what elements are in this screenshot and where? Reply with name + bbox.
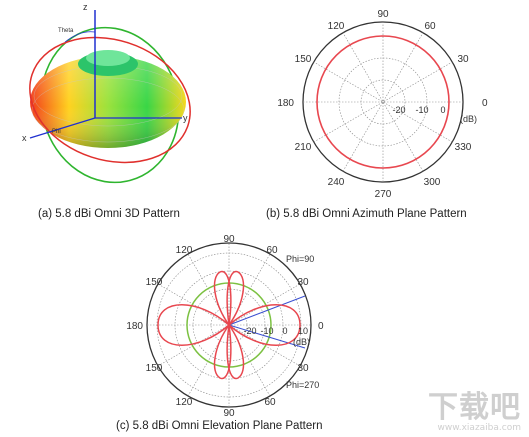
watermark-main: 下载吧 [428, 390, 521, 425]
watermark: 下载吧 www.xiazaiba.com [428, 390, 521, 434]
elevation-label-30-top: 30 [297, 277, 309, 288]
azimuth-label-210: 210 [295, 142, 312, 153]
y-axis-label: y [183, 113, 188, 123]
phi-label: Phi [52, 129, 61, 135]
x-axis-label: x [22, 133, 27, 143]
elevation-phi-bottom-label: Phi=270 [286, 380, 319, 390]
elevation-unit-label: (dB) [293, 337, 310, 347]
azimuth-label-270: 270 [375, 189, 392, 200]
elevation-pattern-curve [157, 270, 301, 380]
azimuth-label-150: 150 [295, 54, 312, 65]
azimuth-label-120: 120 [328, 21, 345, 32]
azimuth-label-330: 330 [455, 142, 472, 153]
elevation-label-150-bottom: 150 [146, 363, 163, 374]
torus-hub-top [86, 50, 130, 66]
elevation-radial-label-10: 10 [298, 326, 308, 336]
elevation-beam-line-lower [228, 324, 306, 349]
elevation-radial-label-neg10: -10 [260, 326, 273, 336]
azimuth-label-60: 60 [424, 21, 436, 32]
elevation-beam-line-upper [228, 295, 306, 326]
azimuth-radial-label-0: 0 [440, 105, 445, 115]
torus-band [31, 77, 185, 143]
polar-spoke [342, 32, 424, 172]
3d-pattern-figure: z y x Theta Phi [22, 2, 191, 184]
x-axis [29, 117, 96, 139]
elevation-radial-label-neg20: -20 [243, 326, 256, 336]
panel-3d-pattern: z y x Theta Phi (a) 5.8 dBi Omni 3D Patt… [0, 0, 260, 230]
panel-elevation: 90 60 30 0 30 60 90 120 150 180 150 120 … [110, 228, 350, 437]
watermark-url: www.xiazaiba.com [437, 423, 521, 433]
panel-c-caption: (c) 5.8 dBi Omni Elevation Plane Pattern [116, 420, 323, 432]
azimuth-radial-label-neg20: -20 [392, 105, 405, 115]
polar-spoke [342, 32, 424, 172]
elevation-label-150-top: 150 [146, 277, 163, 288]
azimuth-label-240: 240 [328, 177, 345, 188]
azimuth-pattern-curve [316, 35, 450, 169]
elevation-label-120-top: 120 [176, 245, 193, 256]
elevation-label-0: 0 [318, 321, 324, 332]
azimuth-grid [302, 21, 464, 183]
panel-azimuth: 90 60 30 0 330 300 270 240 210 180 150 1… [260, 0, 529, 230]
red-orbit-ring [29, 36, 191, 164]
polar-spoke [313, 61, 453, 143]
elevation-radial-label-0: 0 [282, 326, 287, 336]
elevation-label-90-top: 90 [223, 234, 235, 245]
elevation-label-60-bottom: 60 [264, 397, 276, 408]
azimuth-polar-chart: 90 60 30 0 330 300 270 240 210 180 150 1… [277, 9, 488, 200]
elevation-phi-top-label: Phi=90 [286, 254, 314, 264]
theta-arc [64, 31, 96, 43]
theta-label: Theta [58, 28, 74, 34]
polar-grid-ring [360, 79, 406, 125]
azimuth-label-300: 300 [424, 177, 441, 188]
azimuth-label-90: 90 [377, 9, 389, 20]
elevation-label-30-bottom: 30 [297, 363, 309, 374]
azimuth-label-180: 180 [277, 98, 294, 109]
elevation-label-120-bottom: 120 [176, 397, 193, 408]
azimuth-label-30: 30 [457, 54, 469, 65]
elevation-label-60-top: 60 [266, 245, 278, 256]
z-axis-label: z [83, 2, 88, 12]
elevation-label-90-bottom: 90 [223, 408, 235, 418]
elevation-polar-chart: 90 60 30 0 30 60 90 120 150 180 150 120 … [126, 234, 324, 419]
torus-shading [30, 56, 186, 148]
azimuth-unit-label: (dB) [460, 114, 477, 124]
elevation-label-180: 180 [126, 321, 143, 332]
panel-a-caption: (a) 5.8 dBi Omni 3D Pattern [38, 208, 180, 220]
panel-b-caption: (b) 5.8 dBi Omni Azimuth Plane Pattern [266, 208, 467, 220]
azimuth-radial-label-neg10: -10 [415, 105, 428, 115]
polar-spoke [313, 61, 453, 143]
azimuth-label-0: 0 [482, 98, 488, 109]
